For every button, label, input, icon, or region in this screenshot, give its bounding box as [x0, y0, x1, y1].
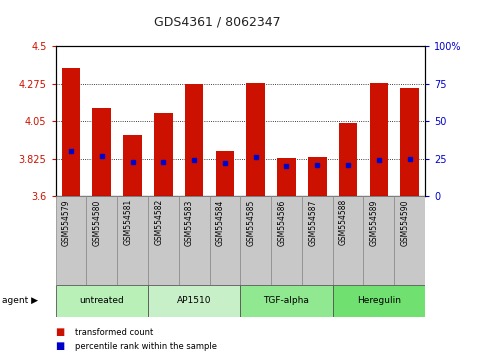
Bar [364, 196, 394, 285]
Bar [185, 84, 203, 196]
Bar [56, 196, 86, 285]
Text: GSM554589: GSM554589 [370, 199, 379, 246]
Text: GSM554582: GSM554582 [154, 199, 163, 245]
Text: AP1510: AP1510 [177, 296, 212, 306]
Bar [215, 152, 234, 196]
Text: TGF-alpha: TGF-alpha [264, 296, 310, 306]
Bar [154, 113, 172, 196]
Bar [210, 196, 240, 285]
Text: GSM554586: GSM554586 [277, 199, 286, 246]
Text: GSM554579: GSM554579 [62, 199, 71, 246]
Bar [179, 196, 210, 285]
Text: GSM554585: GSM554585 [247, 199, 256, 246]
Text: GSM554590: GSM554590 [400, 199, 410, 246]
Text: GDS4361 / 8062347: GDS4361 / 8062347 [154, 16, 281, 29]
Bar [271, 196, 302, 285]
Text: untreated: untreated [79, 296, 124, 306]
Text: GSM554584: GSM554584 [216, 199, 225, 246]
Text: transformed count: transformed count [75, 327, 153, 337]
Bar [369, 83, 388, 196]
Text: GSM554580: GSM554580 [93, 199, 102, 246]
Bar [308, 157, 327, 196]
Bar [240, 285, 333, 317]
Bar [86, 196, 117, 285]
Bar [148, 196, 179, 285]
Bar [62, 68, 80, 196]
Bar [123, 135, 142, 196]
Bar [56, 285, 148, 317]
Bar [339, 123, 357, 196]
Bar [240, 196, 271, 285]
Bar [92, 108, 111, 196]
Text: Heregulin: Heregulin [357, 296, 401, 306]
Text: GSM554587: GSM554587 [308, 199, 317, 246]
Bar [394, 196, 425, 285]
Bar [333, 196, 364, 285]
Bar [117, 196, 148, 285]
Text: GSM554588: GSM554588 [339, 199, 348, 245]
Text: GSM554583: GSM554583 [185, 199, 194, 246]
Text: ■: ■ [56, 327, 65, 337]
Bar [400, 88, 419, 196]
Text: percentile rank within the sample: percentile rank within the sample [75, 342, 217, 351]
Text: agent ▶: agent ▶ [2, 296, 39, 306]
Bar [302, 196, 333, 285]
Text: GSM554581: GSM554581 [124, 199, 132, 245]
Text: ■: ■ [56, 341, 65, 351]
Bar [333, 285, 425, 317]
Bar [246, 83, 265, 196]
Bar [148, 285, 241, 317]
Bar [277, 158, 296, 196]
